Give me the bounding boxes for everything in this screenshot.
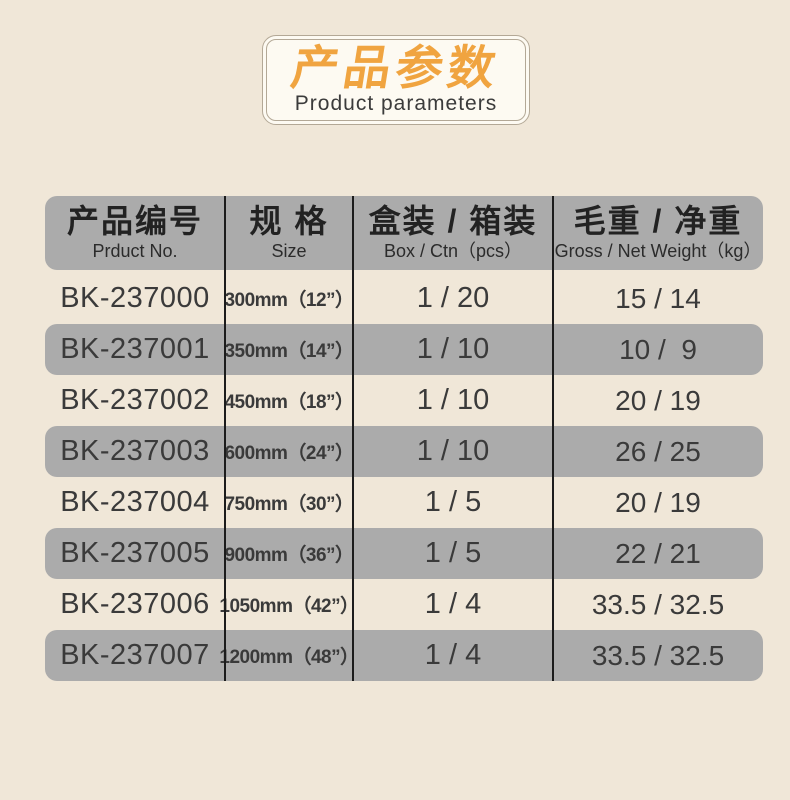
table-row: BK-237001 350mm（14”） 1 / 10 10 / 9	[45, 324, 763, 375]
cell-product-no: BK-237002	[60, 384, 210, 416]
cell-product-no: BK-237006	[60, 588, 210, 620]
column-divider-1	[224, 196, 226, 681]
cell-size: 450mm（18”）	[224, 392, 354, 413]
table-row: BK-237003 600mm（24”） 1 / 10 26 / 25	[45, 426, 763, 477]
column-header-size-cn: 规 格	[249, 203, 329, 240]
table-row: BK-237006 1050mm（42”） 1 / 4 33.5 / 32.5	[45, 579, 763, 630]
table-row: BK-237005 900mm（36”） 1 / 5 22 / 21	[45, 528, 763, 579]
column-header-gross-net: 毛重 / 净重 Gross / Net Weight（kg）	[553, 196, 763, 270]
cell-box-ctn: 1 / 4	[424, 639, 482, 671]
cell-product-no: BK-237001	[60, 333, 210, 365]
column-header-size: 规 格 Size	[225, 196, 353, 270]
column-header-product-no-cn: 产品编号	[66, 203, 203, 240]
cell-size: 300mm（12”）	[224, 290, 354, 311]
cell-box-ctn: 1 / 10	[416, 435, 490, 467]
cell-size: 600mm（24”）	[224, 443, 354, 464]
cell-size: 750mm（30”）	[224, 494, 354, 515]
cell-product-no: BK-237000	[60, 282, 210, 314]
cell-gross-net: 20 / 19	[615, 384, 701, 416]
table-row: BK-237004 750mm（30”） 1 / 5 20 / 19	[45, 477, 763, 528]
cell-box-ctn: 1 / 5	[424, 486, 482, 518]
cell-box-ctn: 1 / 20	[416, 282, 490, 314]
cell-size: 900mm（36”）	[224, 545, 354, 566]
cell-product-no: BK-237004	[60, 486, 210, 518]
cell-gross-net: 22 / 21	[615, 537, 701, 569]
table-header-row: 产品编号 Prduct No. 规 格 Size 盒装 / 箱装 Box / C…	[45, 196, 763, 270]
column-header-box-ctn-cn: 盒装 / 箱装	[368, 203, 538, 240]
badge-title-cn: 产品参数	[287, 41, 505, 94]
column-divider-3	[552, 196, 554, 681]
column-header-gross-net-en: Gross / Net Weight（kg）	[554, 240, 762, 261]
cell-size: 1050mm（42”）	[219, 596, 359, 617]
product-spec-table: 产品编号 Prduct No. 规 格 Size 盒装 / 箱装 Box / C…	[45, 196, 763, 681]
cell-gross-net: 33.5 / 32.5	[591, 639, 725, 671]
cell-gross-net: 10 / 9	[619, 333, 697, 365]
column-header-box-ctn-en: Box / Ctn（pcs）	[383, 240, 523, 261]
column-header-size-en: Size	[271, 240, 307, 261]
cell-gross-net: 15 / 14	[615, 282, 701, 314]
cell-product-no: BK-237007	[60, 639, 210, 671]
badge-title-en: Product parameters	[294, 92, 498, 115]
column-header-gross-net-cn: 毛重 / 净重	[573, 203, 743, 240]
cell-gross-net: 26 / 25	[615, 435, 701, 467]
cell-box-ctn: 1 / 4	[424, 588, 482, 620]
table-row: BK-237000 300mm（12”） 1 / 20 15 / 14	[45, 273, 763, 324]
cell-gross-net: 20 / 19	[615, 486, 701, 518]
cell-size: 350mm（14”）	[224, 341, 354, 362]
table-row: BK-237002 450mm（18”） 1 / 10 20 / 19	[45, 375, 763, 426]
table-row: BK-237007 1200mm（48”） 1 / 4 33.5 / 32.5	[45, 630, 763, 681]
cell-box-ctn: 1 / 5	[424, 537, 482, 569]
cell-size: 1200mm（48”）	[219, 647, 359, 668]
cell-product-no: BK-237005	[60, 537, 210, 569]
cell-gross-net: 33.5 / 32.5	[591, 588, 725, 620]
cell-box-ctn: 1 / 10	[416, 333, 490, 365]
column-divider-2	[352, 196, 354, 681]
column-header-box-ctn: 盒装 / 箱装 Box / Ctn（pcs）	[353, 196, 553, 270]
column-header-product-no: 产品编号 Prduct No.	[45, 196, 225, 270]
table-body: BK-237000 300mm（12”） 1 / 20 15 / 14 BK-2…	[45, 273, 763, 681]
cell-product-no: BK-237003	[60, 435, 210, 467]
badge-inner-frame: 产品参数 Product parameters	[266, 39, 526, 121]
column-header-product-no-en: Prduct No.	[92, 240, 178, 261]
product-parameters-badge: 产品参数 Product parameters	[262, 35, 530, 125]
cell-box-ctn: 1 / 10	[416, 384, 490, 416]
